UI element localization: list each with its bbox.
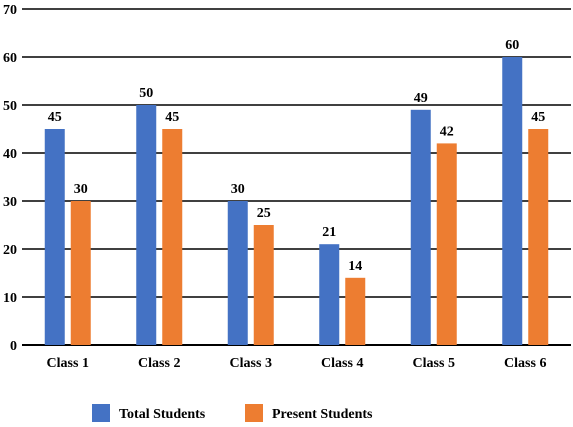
- y-tick-label: 40: [3, 147, 17, 162]
- x-tick-label: Class 1: [47, 356, 89, 371]
- y-axis: 0 10 20 30 40 50 60 70: [3, 3, 17, 354]
- data-label-total-1: 45: [48, 110, 62, 125]
- bar-present-1: [70, 201, 91, 345]
- x-axis: Class 1 Class 2 Class 3 Class 4 Class 5 Class…: [47, 356, 547, 371]
- bar-total-6: [502, 57, 523, 345]
- x-tick-label: Class 4: [321, 356, 363, 371]
- bar-present-4: [345, 277, 366, 345]
- data-label-present-6: 45: [531, 110, 545, 125]
- y-tick-label: 50: [3, 99, 17, 114]
- bar-present-2: [162, 129, 183, 345]
- bar-total-3: [227, 201, 248, 345]
- data-label-present-2: 45: [165, 110, 179, 125]
- x-tick-label: Class 5: [413, 356, 455, 371]
- data-label-present-5: 42: [440, 124, 454, 139]
- bar-total-2: [136, 105, 157, 345]
- legend-swatch-total: [92, 404, 110, 422]
- data-labels: 45 30 50 45 30 25 21 14 49 42 60 45: [48, 38, 546, 274]
- bar-total-4: [319, 244, 340, 345]
- data-label-total-6: 60: [505, 38, 519, 53]
- gridlines: [22, 8, 571, 346]
- y-tick-label: 10: [3, 291, 17, 306]
- x-tick-label: Class 3: [230, 356, 272, 371]
- legend: Total Students Present Students: [92, 404, 373, 422]
- bar-total-5: [410, 109, 431, 345]
- bar-present-3: [253, 225, 274, 345]
- legend-swatch-present: [245, 404, 263, 422]
- data-label-present-3: 25: [257, 206, 271, 221]
- y-tick-label: 20: [3, 243, 17, 258]
- y-tick-label: 30: [3, 195, 17, 210]
- bar-present-6: [528, 129, 549, 345]
- data-label-total-2: 50: [139, 86, 153, 101]
- x-tick-label: Class 6: [504, 356, 546, 371]
- y-tick-label: 60: [3, 51, 17, 66]
- data-label-present-4: 14: [348, 259, 362, 274]
- legend-label-present: Present Students: [272, 407, 373, 422]
- data-label-total-4: 21: [322, 225, 336, 240]
- bar-present-5: [436, 143, 457, 345]
- y-tick-label: 70: [3, 3, 17, 18]
- legend-label-total: Total Students: [119, 407, 206, 422]
- bar-total-1: [44, 129, 65, 345]
- data-label-total-5: 49: [414, 91, 428, 106]
- data-label-total-3: 30: [231, 182, 245, 197]
- y-tick-label: 0: [10, 339, 17, 354]
- data-label-present-1: 30: [74, 182, 88, 197]
- x-tick-label: Class 2: [138, 356, 180, 371]
- bars: [44, 57, 549, 345]
